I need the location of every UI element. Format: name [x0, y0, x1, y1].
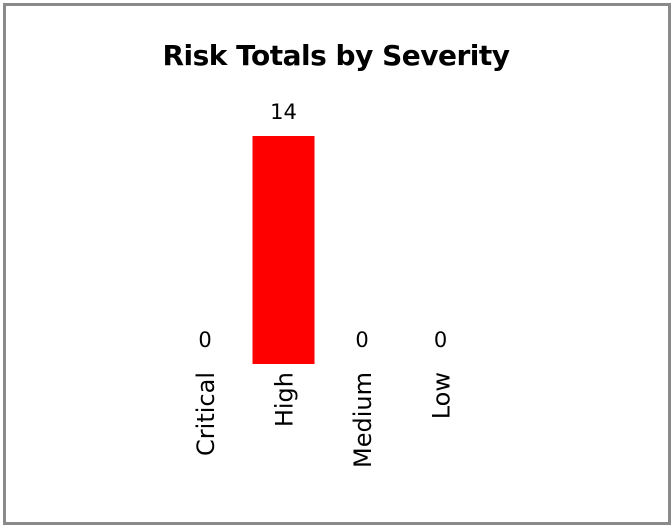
- value-label-medium: 0: [355, 328, 368, 352]
- category-label-low: Low: [428, 372, 456, 419]
- category-labels-group: Critical High Medium Low: [192, 372, 456, 468]
- value-label-high: 14: [270, 100, 297, 124]
- bar-high: [252, 136, 315, 364]
- bars-group: [252, 136, 315, 364]
- value-label-low: 0: [434, 328, 447, 352]
- value-labels-group: 0 14 0 0: [198, 100, 447, 352]
- value-label-critical: 0: [198, 328, 211, 352]
- category-label-high: High: [271, 372, 299, 427]
- category-label-critical: Critical: [192, 372, 220, 456]
- chart-frame: [3, 3, 671, 525]
- category-label-medium: Medium: [349, 372, 377, 468]
- chart-title: Risk Totals by Severity: [162, 39, 510, 72]
